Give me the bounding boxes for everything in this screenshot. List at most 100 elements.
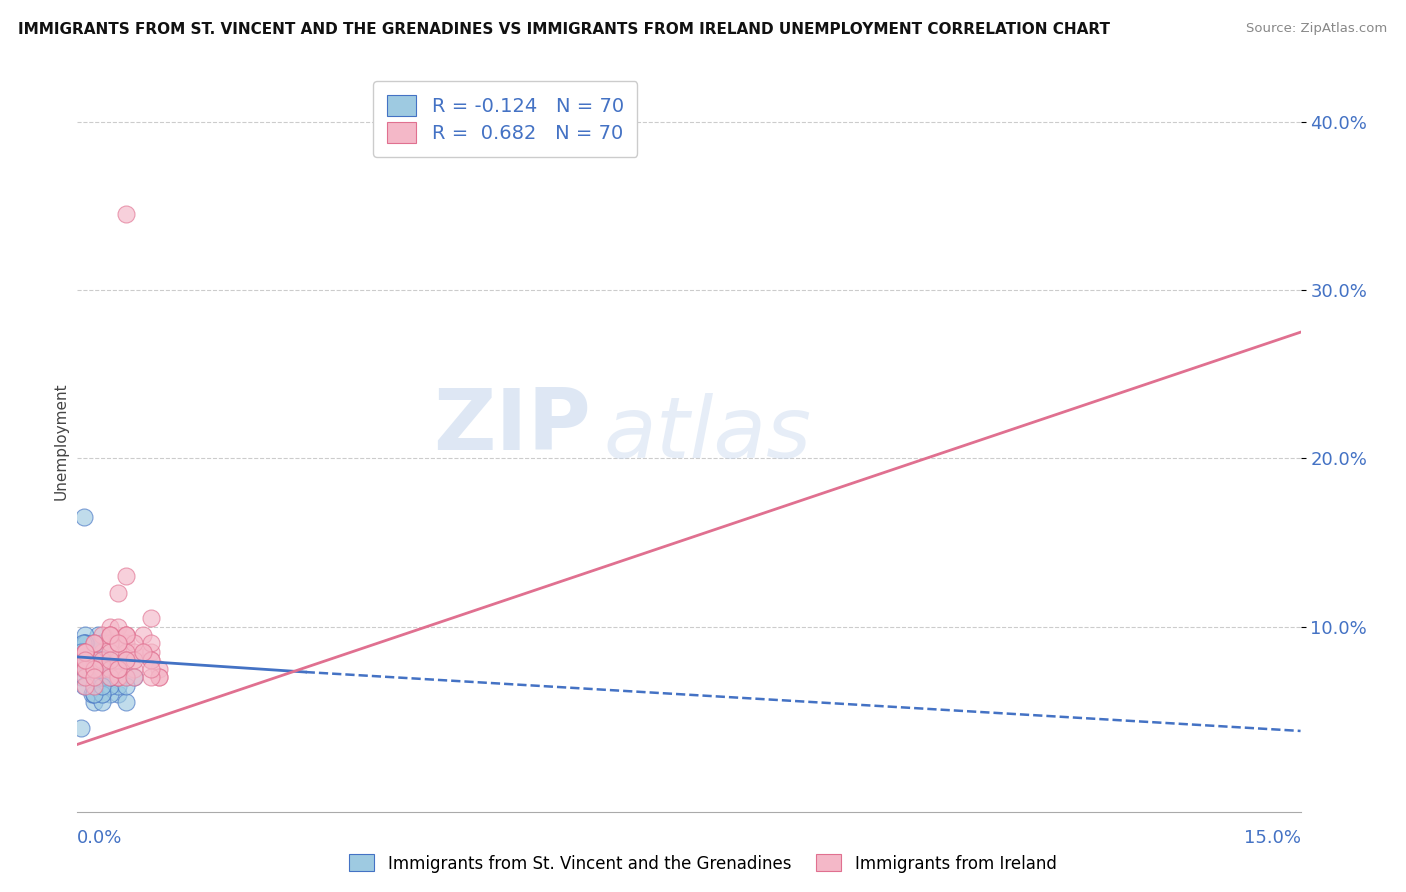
Y-axis label: Unemployment: Unemployment <box>53 383 69 500</box>
Point <box>131 645 153 659</box>
Text: Source: ZipAtlas.com: Source: ZipAtlas.com <box>1247 22 1388 36</box>
Point <box>83 679 105 693</box>
Point <box>115 679 138 693</box>
Point <box>98 670 121 684</box>
Point <box>115 207 138 221</box>
Point <box>75 645 97 659</box>
Point <box>115 628 138 642</box>
Point <box>83 653 105 667</box>
Point <box>90 653 112 667</box>
Point <box>124 670 146 684</box>
Point <box>115 636 138 650</box>
Point <box>139 636 162 650</box>
Point <box>79 653 101 667</box>
Point <box>115 695 138 709</box>
Point <box>98 662 121 676</box>
Point <box>139 611 162 625</box>
Point <box>124 662 146 676</box>
Point <box>89 670 111 684</box>
Point <box>90 662 112 676</box>
Point <box>83 687 105 701</box>
Point <box>73 662 96 676</box>
Point <box>124 636 146 650</box>
Point <box>98 653 121 667</box>
Point <box>75 645 97 659</box>
Point <box>107 586 129 600</box>
Point <box>90 670 112 684</box>
Point <box>90 662 112 676</box>
Point <box>90 687 112 701</box>
Point <box>90 670 112 684</box>
Point <box>70 645 93 659</box>
Point <box>107 662 129 676</box>
Point <box>107 670 129 684</box>
Point <box>124 670 146 684</box>
Point <box>83 636 105 650</box>
Point <box>75 645 97 659</box>
Point <box>139 662 162 676</box>
Point <box>73 653 96 667</box>
Point <box>139 670 162 684</box>
Point <box>75 653 97 667</box>
Point <box>83 679 105 693</box>
Point <box>107 679 129 693</box>
Point <box>75 662 97 676</box>
Point <box>90 695 112 709</box>
Point <box>75 645 97 659</box>
Point <box>84 645 107 659</box>
Point <box>107 670 129 684</box>
Point <box>148 670 170 684</box>
Text: 0.0%: 0.0% <box>77 829 122 847</box>
Point <box>76 662 98 676</box>
Point <box>83 670 105 684</box>
Point <box>75 628 97 642</box>
Point <box>124 645 146 659</box>
Point <box>107 662 129 676</box>
Point <box>80 687 103 701</box>
Point <box>83 695 105 709</box>
Point <box>79 636 101 650</box>
Point <box>98 628 121 642</box>
Point <box>107 662 129 676</box>
Point <box>115 628 138 642</box>
Point <box>115 653 138 667</box>
Point <box>75 653 97 667</box>
Point <box>73 510 96 524</box>
Point <box>94 662 117 676</box>
Point <box>98 653 121 667</box>
Point <box>90 679 112 693</box>
Point <box>107 653 129 667</box>
Point <box>107 636 129 650</box>
Point <box>75 679 97 693</box>
Point <box>115 628 138 642</box>
Point <box>90 679 112 693</box>
Point <box>98 670 121 684</box>
Point <box>83 662 105 676</box>
Point <box>90 679 112 693</box>
Point <box>115 653 138 667</box>
Point <box>72 636 94 650</box>
Point <box>98 636 121 650</box>
Point <box>115 670 138 684</box>
Point <box>98 687 121 701</box>
Point <box>90 645 112 659</box>
Point <box>107 687 129 701</box>
Point <box>75 645 97 659</box>
Point <box>70 653 93 667</box>
Point <box>115 645 138 659</box>
Point <box>73 645 96 659</box>
Point <box>75 645 97 659</box>
Point <box>75 645 97 659</box>
Point <box>115 569 138 583</box>
Point <box>83 636 105 650</box>
Point <box>98 628 121 642</box>
Point <box>148 670 170 684</box>
Point <box>131 645 153 659</box>
Point <box>148 662 170 676</box>
Point <box>83 653 105 667</box>
Point <box>75 662 97 676</box>
Point <box>75 645 97 659</box>
Point <box>83 662 105 676</box>
Point <box>98 619 121 633</box>
Point <box>90 636 112 650</box>
